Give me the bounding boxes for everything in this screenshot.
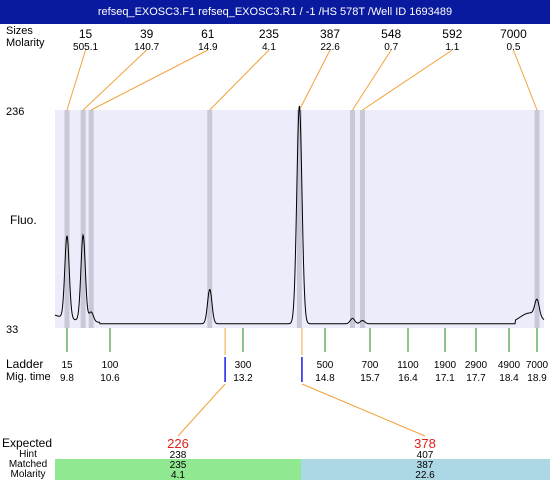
peak-size-label: 39 [140, 27, 154, 41]
peak-molarity-label: 14.9 [198, 42, 218, 53]
ladder-migtime-label: 13.2 [233, 373, 253, 384]
sizes-row-label: Sizes [6, 25, 33, 37]
ladder-size-label: 300 [235, 360, 252, 371]
peak-band [534, 110, 540, 328]
peak-molarity-label: 140.7 [134, 42, 159, 53]
matched-bg-left [55, 459, 301, 480]
peak-molarity-label: 4.1 [262, 42, 276, 53]
peak-band [80, 110, 86, 328]
matched-value: 235 [170, 460, 187, 471]
peak-band [64, 110, 70, 328]
peak-molarity-label: 0.7 [384, 42, 398, 53]
molarity-value: 22.6 [415, 470, 435, 480]
peak-molarity-label: 0.5 [506, 42, 520, 53]
ladder-size-label: 7000 [526, 360, 549, 371]
y-max-tick-label: 236 [6, 106, 24, 118]
peak-connector [362, 49, 453, 111]
peak-band [88, 110, 94, 328]
ladder-migtime-label: 14.8 [315, 373, 335, 384]
ladder-size-label: 2900 [465, 360, 488, 371]
expected-connector [177, 383, 226, 437]
ladder-size-label: 1900 [434, 360, 457, 371]
molarity-bottom-label: Molarity [10, 469, 45, 480]
ladder-migtime-label: 15.7 [360, 373, 380, 384]
ladder-migtime-label: 9.8 [60, 373, 74, 384]
matched-value: 387 [417, 460, 434, 471]
peak-size-label: 548 [381, 27, 401, 41]
ladder-migtime-label: 18.9 [527, 373, 547, 384]
peak-band [296, 110, 302, 328]
hint-value: 407 [417, 450, 434, 461]
ladder-size-label: 500 [317, 360, 334, 371]
peak-connector [66, 49, 87, 111]
ladder-migtime-label: 18.4 [499, 373, 519, 384]
mig-time-label: Mig. time [6, 371, 51, 383]
peak-connector [512, 49, 538, 111]
fluorescence-trace [54, 105, 545, 325]
ladder-size-label: 4900 [498, 360, 521, 371]
chart-title: refseq_EXOSC3.F1 refseq_EXOSC3.R1 / -1 /… [0, 0, 550, 24]
ladder-migtime-label: 10.6 [100, 373, 120, 384]
ladder-size-label: 1100 [397, 360, 419, 371]
ladder-migtime-label: 17.1 [435, 373, 455, 384]
peak-connector [82, 49, 148, 111]
peak-molarity-label: 1.1 [445, 42, 459, 53]
peak-size-label: 61 [201, 27, 215, 41]
peak-size-label: 15 [79, 27, 93, 41]
peak-size-label: 387 [320, 27, 340, 41]
hint-label: Hint [19, 449, 37, 460]
ladder-migtime-label: 17.7 [466, 373, 486, 384]
expected-label: Expected [2, 436, 52, 450]
peak-connector [90, 49, 209, 111]
peak-connector [298, 49, 331, 111]
peak-size-label: 592 [442, 27, 462, 41]
y-axis-label: Fluo. [10, 213, 37, 227]
matched-bg-right [301, 459, 550, 480]
peak-band [207, 110, 213, 328]
ladder-size-label: 100 [102, 360, 119, 371]
peak-connector [209, 49, 270, 111]
peak-band [360, 110, 365, 328]
expected-connector [301, 383, 426, 437]
ladder-migtime-label: 16.4 [398, 373, 418, 384]
peak-connector [352, 49, 392, 111]
matched-label: Matched [9, 459, 47, 470]
molarity-row-label: Molarity [6, 37, 45, 49]
expected-value: 226 [167, 436, 189, 451]
peak-molarity-label: 505.1 [73, 42, 98, 53]
peak-band [350, 110, 355, 328]
y-min-tick-label: 33 [6, 324, 18, 336]
ladder-size-label: 15 [61, 360, 73, 371]
peak-molarity-label: 22.6 [320, 42, 340, 53]
peak-size-label: 7000 [500, 27, 527, 41]
peak-size-label: 235 [259, 27, 279, 41]
expected-value: 378 [414, 436, 436, 451]
ladder-label: Ladder [6, 357, 43, 371]
molarity-value: 4.1 [171, 470, 185, 480]
hint-value: 238 [170, 450, 187, 461]
ladder-size-label: 700 [362, 360, 379, 371]
